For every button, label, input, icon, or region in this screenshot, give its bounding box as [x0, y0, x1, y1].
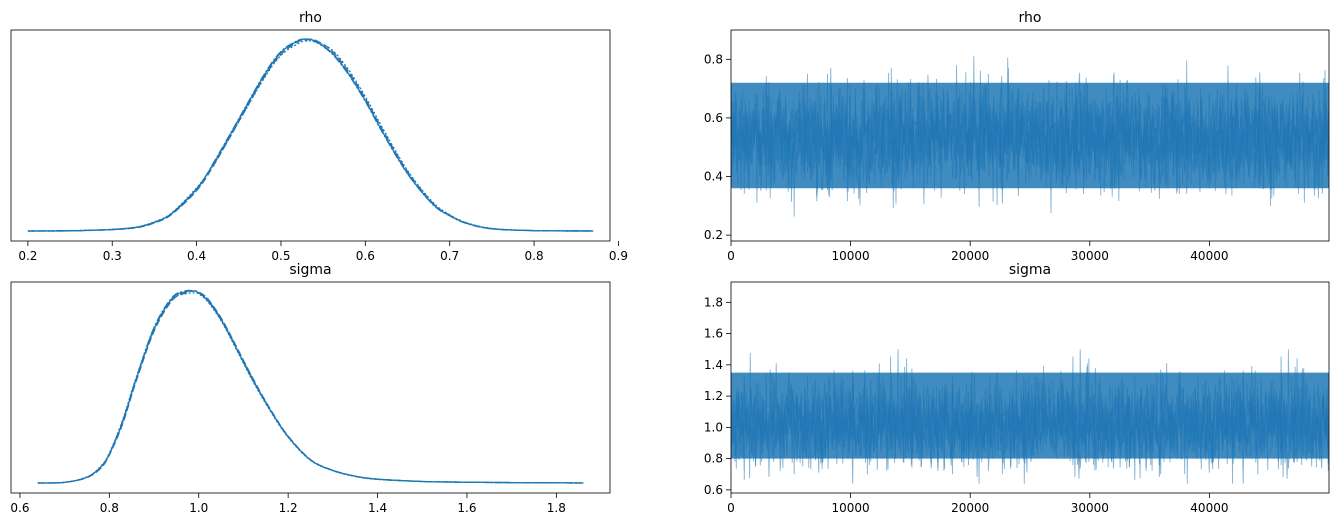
panel-title: sigma: [289, 262, 331, 278]
panel-title: sigma: [1009, 262, 1051, 278]
trace-line-chain-4: [731, 67, 1329, 209]
x-tick-label: 0.6: [356, 249, 375, 263]
y-tick-label: 0.4: [704, 170, 723, 184]
y-tick-label: 0.6: [704, 111, 723, 125]
panel-trace-rho: rho 0.2 0.4 0.6 0.8 0 10000 20000 30000 40000: [704, 10, 1330, 263]
density-line-chain-1: [27, 38, 594, 232]
x-tick-label: 0: [727, 501, 735, 515]
y-tick-label: 0.6: [704, 483, 723, 497]
x-tick-label: 10000: [832, 501, 870, 515]
x-tick-label: 20000: [951, 249, 989, 263]
y-tick-label: 0.8: [704, 452, 723, 466]
plot-area: [37, 289, 584, 484]
x-tick-label: 30000: [1071, 501, 1109, 515]
x-tick-label: 40000: [1190, 249, 1228, 263]
panel-density-sigma: sigma 0.6 0.8 1.0 1.2 1.4 1.6 1.8: [10, 262, 611, 515]
axes-frame: [10, 281, 611, 494]
y-tick-label: 1.4: [704, 358, 723, 372]
plot-area: [27, 38, 594, 232]
panel-density-rho: rho 0.2 0.3 0.4 0.5 0.6 0.7 0.8 0.9: [10, 10, 628, 263]
plot-area: [731, 349, 1329, 484]
density-line-chain-3: [27, 40, 594, 232]
y-tick-label: 0.8: [704, 52, 723, 66]
axes-frame: [730, 29, 1330, 242]
x-tick-label: 0.8: [525, 249, 544, 263]
density-line-chain-2: [27, 38, 594, 232]
y-tick-label: 1.0: [704, 420, 723, 434]
x-tick-label: 0.8: [100, 501, 119, 515]
panel-title: rho: [1019, 10, 1042, 26]
y-tick-label: 1.2: [704, 389, 723, 403]
density-line-chain-1: [37, 290, 584, 484]
plot-area: [731, 56, 1329, 217]
x-tick-label: 0: [727, 249, 735, 263]
y-tick-label: 1.6: [704, 327, 723, 341]
density-line-chain-4: [27, 38, 594, 232]
x-tick-label: 1.8: [547, 501, 566, 515]
x-tick-label: 0.5: [271, 249, 290, 263]
x-tick-label: 1.4: [368, 501, 387, 515]
trace-line-chain-4: [731, 349, 1329, 484]
x-tick-label: 0.4: [187, 249, 206, 263]
y-tick-label: 0.2: [704, 228, 723, 242]
x-tick-label: 0.2: [18, 249, 37, 263]
y-tick-label: 1.8: [704, 295, 723, 309]
trace-line-chain-2: [731, 349, 1329, 484]
x-tick-label: 1.6: [457, 501, 476, 515]
x-tick-label: 0.7: [440, 249, 459, 263]
x-tick-label: 40000: [1190, 501, 1228, 515]
x-tick-label: 20000: [951, 501, 989, 515]
panel-title: rho: [299, 10, 322, 26]
axes-frame: [10, 29, 611, 242]
x-tick-label: 30000: [1071, 249, 1109, 263]
density-line-chain-3: [37, 292, 584, 484]
x-tick-label: 1.2: [279, 501, 298, 515]
x-tick-label: 1.0: [189, 501, 208, 515]
x-tick-label: 10000: [832, 249, 870, 263]
x-tick-label: 0.9: [609, 249, 628, 263]
x-tick-label: 0.3: [103, 249, 122, 263]
axes-frame: [730, 281, 1330, 494]
x-tick-label: 0.6: [10, 501, 29, 515]
density-line-chain-2: [37, 290, 584, 484]
density-line-chain-4: [37, 289, 584, 484]
panel-trace-sigma: sigma 0.6 0.8 1.0 1.2 1.4 1.6 1.8 0 10000 20000 300…: [704, 262, 1330, 515]
